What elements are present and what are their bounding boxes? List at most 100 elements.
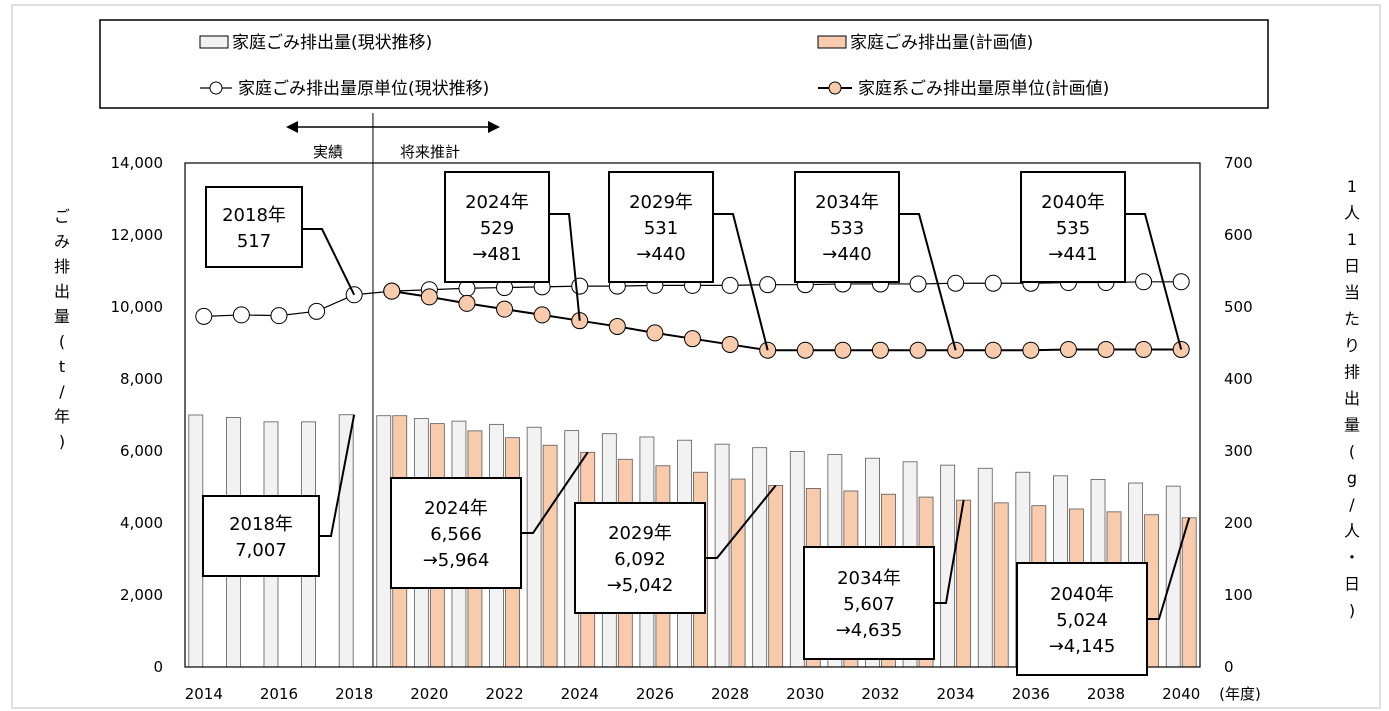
ann-top-2029-box: [608, 171, 714, 283]
y-right-axis-label-char: 出: [1344, 389, 1360, 408]
y-right-axis-label-char: 人: [1344, 522, 1360, 541]
x-tick-label: 2034: [937, 685, 975, 703]
y-right-tick-label: 0: [1224, 658, 1234, 676]
ann-top-2018-text: 2018年: [222, 205, 286, 226]
ann-bot-2040-text: 5,024: [1056, 610, 1108, 631]
y-left-axis-label-char: 年: [54, 407, 70, 426]
x-tick-label: 2036: [1012, 685, 1050, 703]
series-plan-rate-point-2022: [496, 300, 514, 318]
ann-top-2040-text: →441: [1048, 244, 1097, 265]
x-tick-label: 2014: [185, 685, 223, 703]
series-current-rate-point-2040: [1172, 273, 1190, 291]
ann-bot-2034-text: 2034年: [837, 568, 901, 589]
ann-bot-2018-text: 2018年: [229, 514, 293, 535]
y-right-axis-label-char: り: [1344, 336, 1360, 355]
x-tick-label: 2030: [786, 685, 824, 703]
y-right-tick-label: 100: [1224, 586, 1253, 604]
x-tick-label: 2040: [1162, 685, 1200, 703]
series-plan-rate-line: [391, 290, 1182, 352]
y-right-axis-label-char: 人: [1344, 204, 1360, 223]
ann-bot-2029-text: 6,092: [614, 549, 666, 570]
series-plan-rate-point-2031: [834, 341, 852, 359]
legend-box: [99, 19, 1269, 109]
ann-top-2034-text: →440: [822, 244, 871, 265]
ann-top-2034-text: 533: [830, 218, 864, 239]
series-current-rate-point-2016: [270, 307, 288, 325]
ann-bot-2024-leader: [521, 451, 589, 534]
legend-label-plan-bar: 家庭ごみ排出量(計画値): [850, 33, 1033, 53]
y-left-axis-label-char: (: [59, 332, 65, 351]
y-right-axis-label-char: ): [1349, 601, 1355, 620]
series-plan-rate-point-2036: [1022, 341, 1040, 359]
bar-current-2023: [526, 426, 542, 668]
legend-label-current-bar: 家庭ごみ排出量(現状推移): [232, 33, 432, 53]
ann-bot-2034-box: [803, 546, 935, 660]
y-left-tick-label: 0: [153, 658, 163, 676]
x-tick-label: 2026: [636, 685, 674, 703]
y-right-axis-label-char: た: [1344, 310, 1360, 329]
series-current-rate-point-2034: [947, 274, 965, 292]
series-plan-rate-point-2030: [796, 341, 814, 359]
y-left-tick-label: 6,000: [120, 442, 163, 460]
ann-bot-2029-text: 2029年: [608, 523, 672, 544]
bar-current-2028: [714, 443, 730, 668]
bar-plan-2028: [730, 478, 746, 668]
series-plan-rate-point-2028: [721, 335, 739, 353]
series-current-rate-point-2029: [759, 276, 777, 294]
series-plan-rate-point-2019: [383, 282, 401, 300]
plot-area-frame: [184, 162, 1201, 668]
ann-bot-2034-text: 5,607: [843, 594, 895, 615]
ann-top-2018-text: 517: [237, 231, 271, 252]
y-left-axis-label-char: /: [59, 382, 65, 401]
y-right-tick-label: 300: [1224, 442, 1253, 460]
series-plan-rate-point-2020: [420, 288, 438, 306]
x-tick-label: 2022: [485, 685, 523, 703]
x-tick-label: 2020: [410, 685, 448, 703]
outer-frame: [11, 4, 1381, 709]
series-plan-rate-point-2023: [533, 306, 551, 324]
ann-top-2034-leader: [899, 213, 957, 351]
series-current-rate-point-2033: [909, 275, 927, 293]
y-left-tick-label: 14,000: [111, 154, 164, 172]
bar-current-2029: [752, 447, 768, 668]
y-right-tick-label: 200: [1224, 514, 1253, 532]
series-current-rate-point-2035: [984, 274, 1002, 292]
y-left-axis-label-char: 排: [54, 257, 70, 276]
series-current-rate-point-2024: [571, 277, 589, 295]
series-current-rate-point-2014: [195, 307, 213, 325]
legend-label-current-line: 家庭ごみ排出量原単位(現状推移): [238, 79, 489, 99]
series-current-rate-point-2015: [232, 306, 250, 324]
ann-top-2034-box: [794, 171, 900, 283]
y-right-axis-label-char: 1: [1347, 230, 1357, 249]
y-right-axis-label-char: 日: [1344, 575, 1360, 594]
ann-top-2029-text: →440: [636, 244, 685, 265]
y-left-axis-label-char: t: [59, 357, 65, 376]
series-plan-rate-point-2032: [871, 341, 889, 359]
ann-bot-2024-text: 6,566: [430, 524, 482, 545]
x-axis-unit-label: (年度): [1219, 685, 1261, 703]
y-right-axis-label-char: 当: [1344, 283, 1360, 302]
series-plan-rate-point-2026: [646, 324, 664, 342]
y-right-axis-label-char: 排: [1344, 363, 1360, 382]
y-left-tick-label: 4,000: [120, 514, 163, 532]
legend-marker-plan: [828, 81, 842, 95]
ann-bot-2029-box: [574, 502, 706, 614]
ann-top-2040-box: [1020, 171, 1126, 283]
ann-bot-2024-text: →5,964: [423, 550, 490, 571]
series-current-rate-point-2028: [721, 276, 739, 294]
ann-top-2024-text: 2024年: [465, 192, 529, 213]
y-right-axis-label-char: 日: [1344, 257, 1360, 276]
bar-plan-2023: [542, 444, 558, 668]
y-right-tick-label: 700: [1224, 154, 1253, 172]
bar-plan-2035: [993, 502, 1009, 668]
y-left-tick-label: 10,000: [111, 298, 164, 316]
series-plan-rate-point-2025: [608, 317, 626, 335]
ann-top-2024-box: [444, 171, 550, 283]
x-tick-label: 2032: [861, 685, 899, 703]
bar-current-2030: [789, 450, 805, 668]
legend-swatch-plan-bar: [817, 35, 847, 49]
ann-top-2040-leader: [1125, 213, 1183, 350]
y-right-tick-label: 400: [1224, 370, 1253, 388]
y-right-axis-label-char: 量: [1344, 416, 1360, 435]
